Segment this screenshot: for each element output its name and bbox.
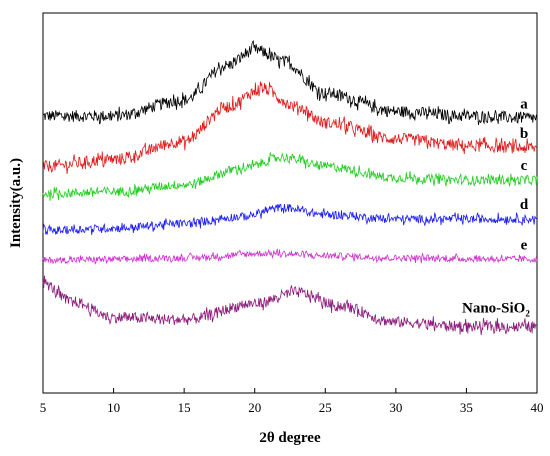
- series-label-d: d: [520, 197, 529, 213]
- x-tick-label: 5: [40, 400, 47, 415]
- series-line-c: [42, 152, 538, 201]
- x-tick-label: 30: [389, 400, 402, 415]
- x-tick-label: 40: [531, 400, 544, 415]
- series-layer: [42, 40, 538, 336]
- series-label-Nano-SiO2: Nano-SiO2: [462, 301, 530, 319]
- x-axis-ticks: 5 10 15 20 25 30 35 40: [40, 388, 544, 415]
- x-axis-title: 2θ degree: [259, 430, 321, 446]
- x-tick-label: 15: [178, 400, 191, 415]
- series-line-d: [42, 203, 538, 235]
- series-line-e: [42, 248, 538, 265]
- series-label-c: c: [521, 158, 528, 174]
- x-tick-label: 25: [319, 400, 332, 415]
- series-line-b: [42, 81, 538, 175]
- series-line-Nano-SiO2: [42, 275, 538, 336]
- series-label-e: e: [521, 237, 528, 253]
- y-axis-title: Intensity(a.u.): [8, 158, 24, 248]
- x-tick-label: 10: [107, 400, 120, 415]
- series-label-b: b: [520, 126, 528, 142]
- series-line-a: [42, 40, 537, 125]
- x-tick-label: 35: [460, 400, 473, 415]
- x-tick-label: 20: [248, 400, 261, 415]
- plot-area: 5 10 15 20 25 30 35 40 abc d e Nano-SiO2: [40, 12, 544, 415]
- series-label-a: a: [520, 96, 528, 112]
- plot-frame: [42, 12, 538, 394]
- series-labels: abc d e Nano-SiO2: [462, 96, 530, 318]
